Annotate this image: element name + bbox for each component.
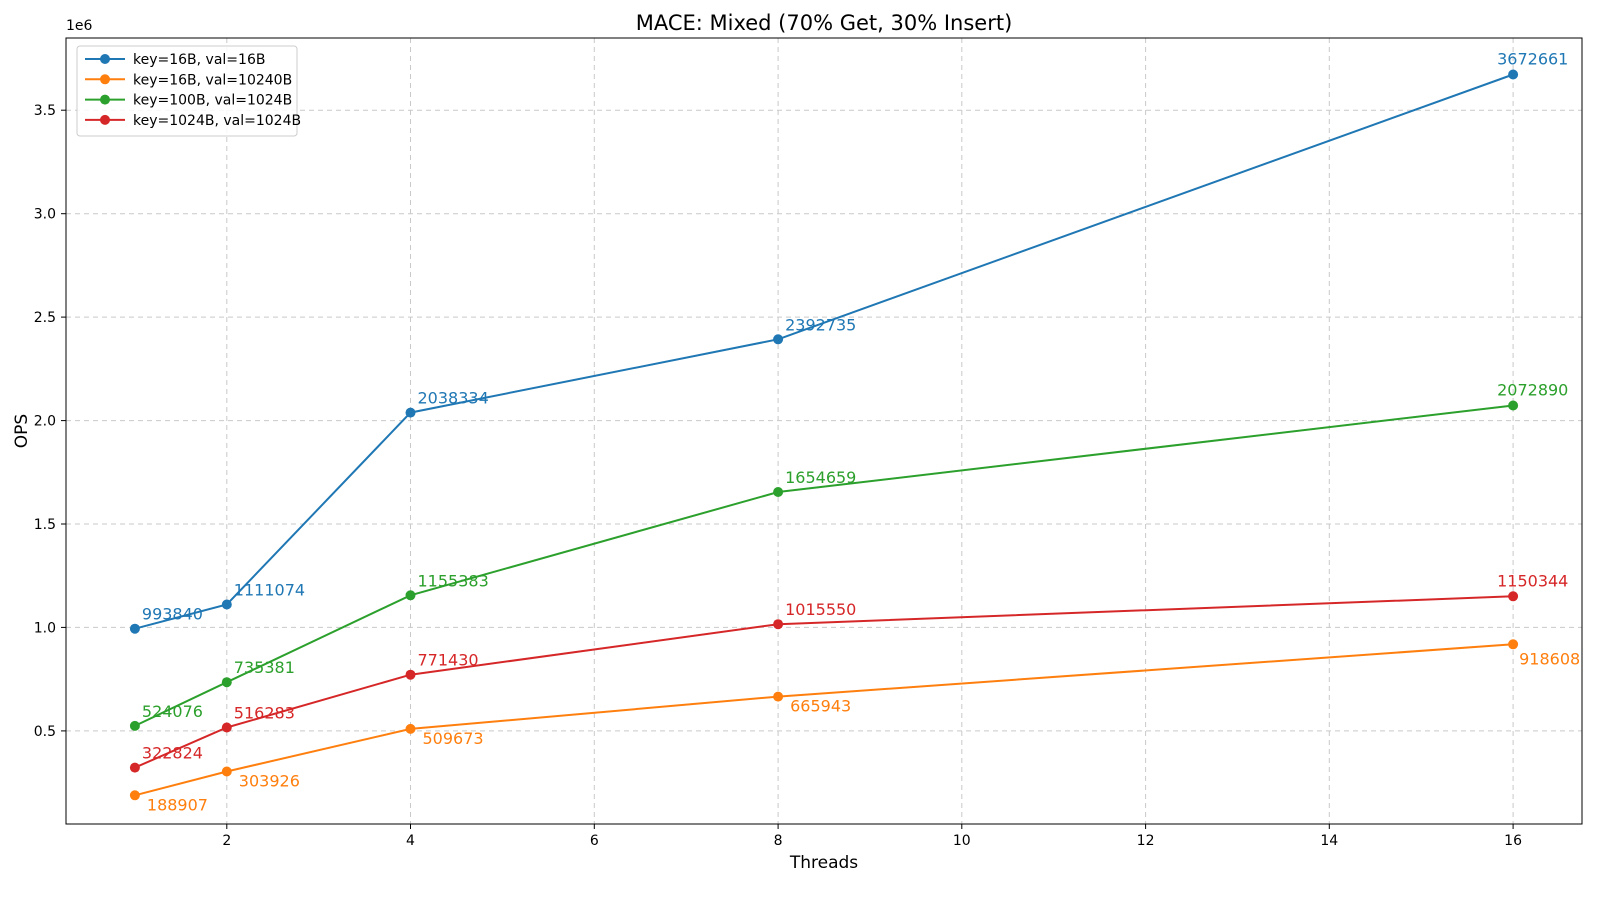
legend-label: key=100B, val=1024B: [133, 93, 292, 109]
data-point-label: 3672661: [1497, 50, 1568, 69]
data-point: [1508, 639, 1519, 650]
legend-label: key=1024B, val=1024B: [133, 113, 301, 129]
legend-item: key=1024B, val=1024B: [85, 113, 301, 129]
data-point: [221, 722, 232, 733]
data-point: [405, 669, 416, 680]
y-axis-offset-text: 1e6: [66, 18, 93, 34]
data-point-label: 2072890: [1497, 381, 1568, 400]
y-tick-label: 2.0: [34, 414, 56, 430]
data-point-label: 303926: [239, 772, 300, 791]
legend-item: key=16B, val=16B: [85, 52, 265, 68]
data-point-label: 188907: [147, 795, 208, 814]
legend-item: key=100B, val=1024B: [85, 93, 292, 109]
data-point-label: 1111074: [234, 581, 305, 600]
series-line: [134, 73, 1514, 630]
data-point-label: 771430: [418, 651, 479, 670]
x-tick-label: 4: [406, 833, 415, 849]
y-tick-label: 1.5: [34, 517, 56, 533]
data-point-label: 993840: [142, 605, 203, 624]
series-line: [134, 595, 1514, 769]
series-line: [134, 404, 1514, 727]
plot-frame: [65, 37, 1583, 825]
legend-marker: [100, 114, 110, 125]
data-point: [129, 790, 140, 801]
y-axis-label: OPS: [12, 414, 32, 448]
data-point-label: 524076: [142, 702, 203, 721]
data-point: [129, 762, 140, 773]
data-point: [221, 677, 232, 688]
data-point: [129, 623, 140, 634]
data-point-label: 665943: [790, 697, 851, 716]
legend: key=16B, val=16B key=16B, val=10240B key=1…: [76, 45, 301, 137]
y-tick-label: 1.0: [34, 620, 56, 636]
legend-label: key=16B, val=10240B: [133, 72, 292, 88]
x-tick-label: 14: [1320, 833, 1338, 849]
x-tick-label: 6: [590, 833, 599, 849]
legend-marker: [100, 74, 110, 85]
legend-marker: [100, 94, 110, 105]
data-point: [405, 723, 416, 734]
data-point: [221, 599, 232, 610]
data-point-label: 1155383: [418, 571, 489, 590]
legend-box: [76, 45, 298, 137]
data-point-label: 1015550: [785, 600, 856, 619]
data-point-label: 1150344: [1497, 571, 1568, 590]
data-point: [129, 720, 140, 731]
x-tick-label: 10: [953, 833, 971, 849]
data-point-label: 322824: [142, 744, 203, 763]
data-point: [1508, 69, 1519, 80]
data-point: [773, 619, 784, 630]
x-tick-label: 2: [222, 833, 231, 849]
legend-label: key=16B, val=16B: [133, 52, 265, 68]
plot-area: 993840 1111074 2038334 2392735 3672661 188907…: [34, 37, 1583, 849]
y-tick-label: 3.0: [34, 207, 56, 223]
y-tick-label: 0.5: [34, 724, 56, 740]
data-point: [405, 407, 416, 418]
data-point: [773, 334, 784, 345]
data-point-label: 2038334: [418, 389, 489, 408]
chart-title: MACE: Mixed (70% Get, 30% Insert): [636, 11, 1013, 35]
data-point: [1508, 400, 1519, 411]
data-point: [221, 766, 232, 777]
data-point: [1508, 591, 1519, 602]
data-point: [405, 590, 416, 601]
data-point-label: 516283: [234, 704, 295, 723]
data-point: [773, 691, 784, 702]
x-tick-label: 8: [774, 833, 783, 849]
legend-marker: [100, 54, 110, 64]
data-point-label: 918608: [1519, 649, 1580, 668]
y-tick-label: 3.5: [34, 103, 56, 119]
series-line: [134, 643, 1514, 797]
y-tick-label: 2.5: [34, 310, 56, 326]
x-tick-label: 12: [1137, 833, 1155, 849]
x-tick-label: 16: [1504, 833, 1522, 849]
data-point-label: 2392735: [785, 315, 856, 334]
data-point-label: 735381: [234, 658, 295, 677]
data-point: [773, 487, 784, 497]
legend-item: key=16B, val=10240B: [85, 72, 292, 88]
data-point-label: 1654659: [785, 468, 856, 487]
data-point-label: 509673: [423, 729, 484, 748]
x-axis-label: Threads: [789, 853, 858, 873]
